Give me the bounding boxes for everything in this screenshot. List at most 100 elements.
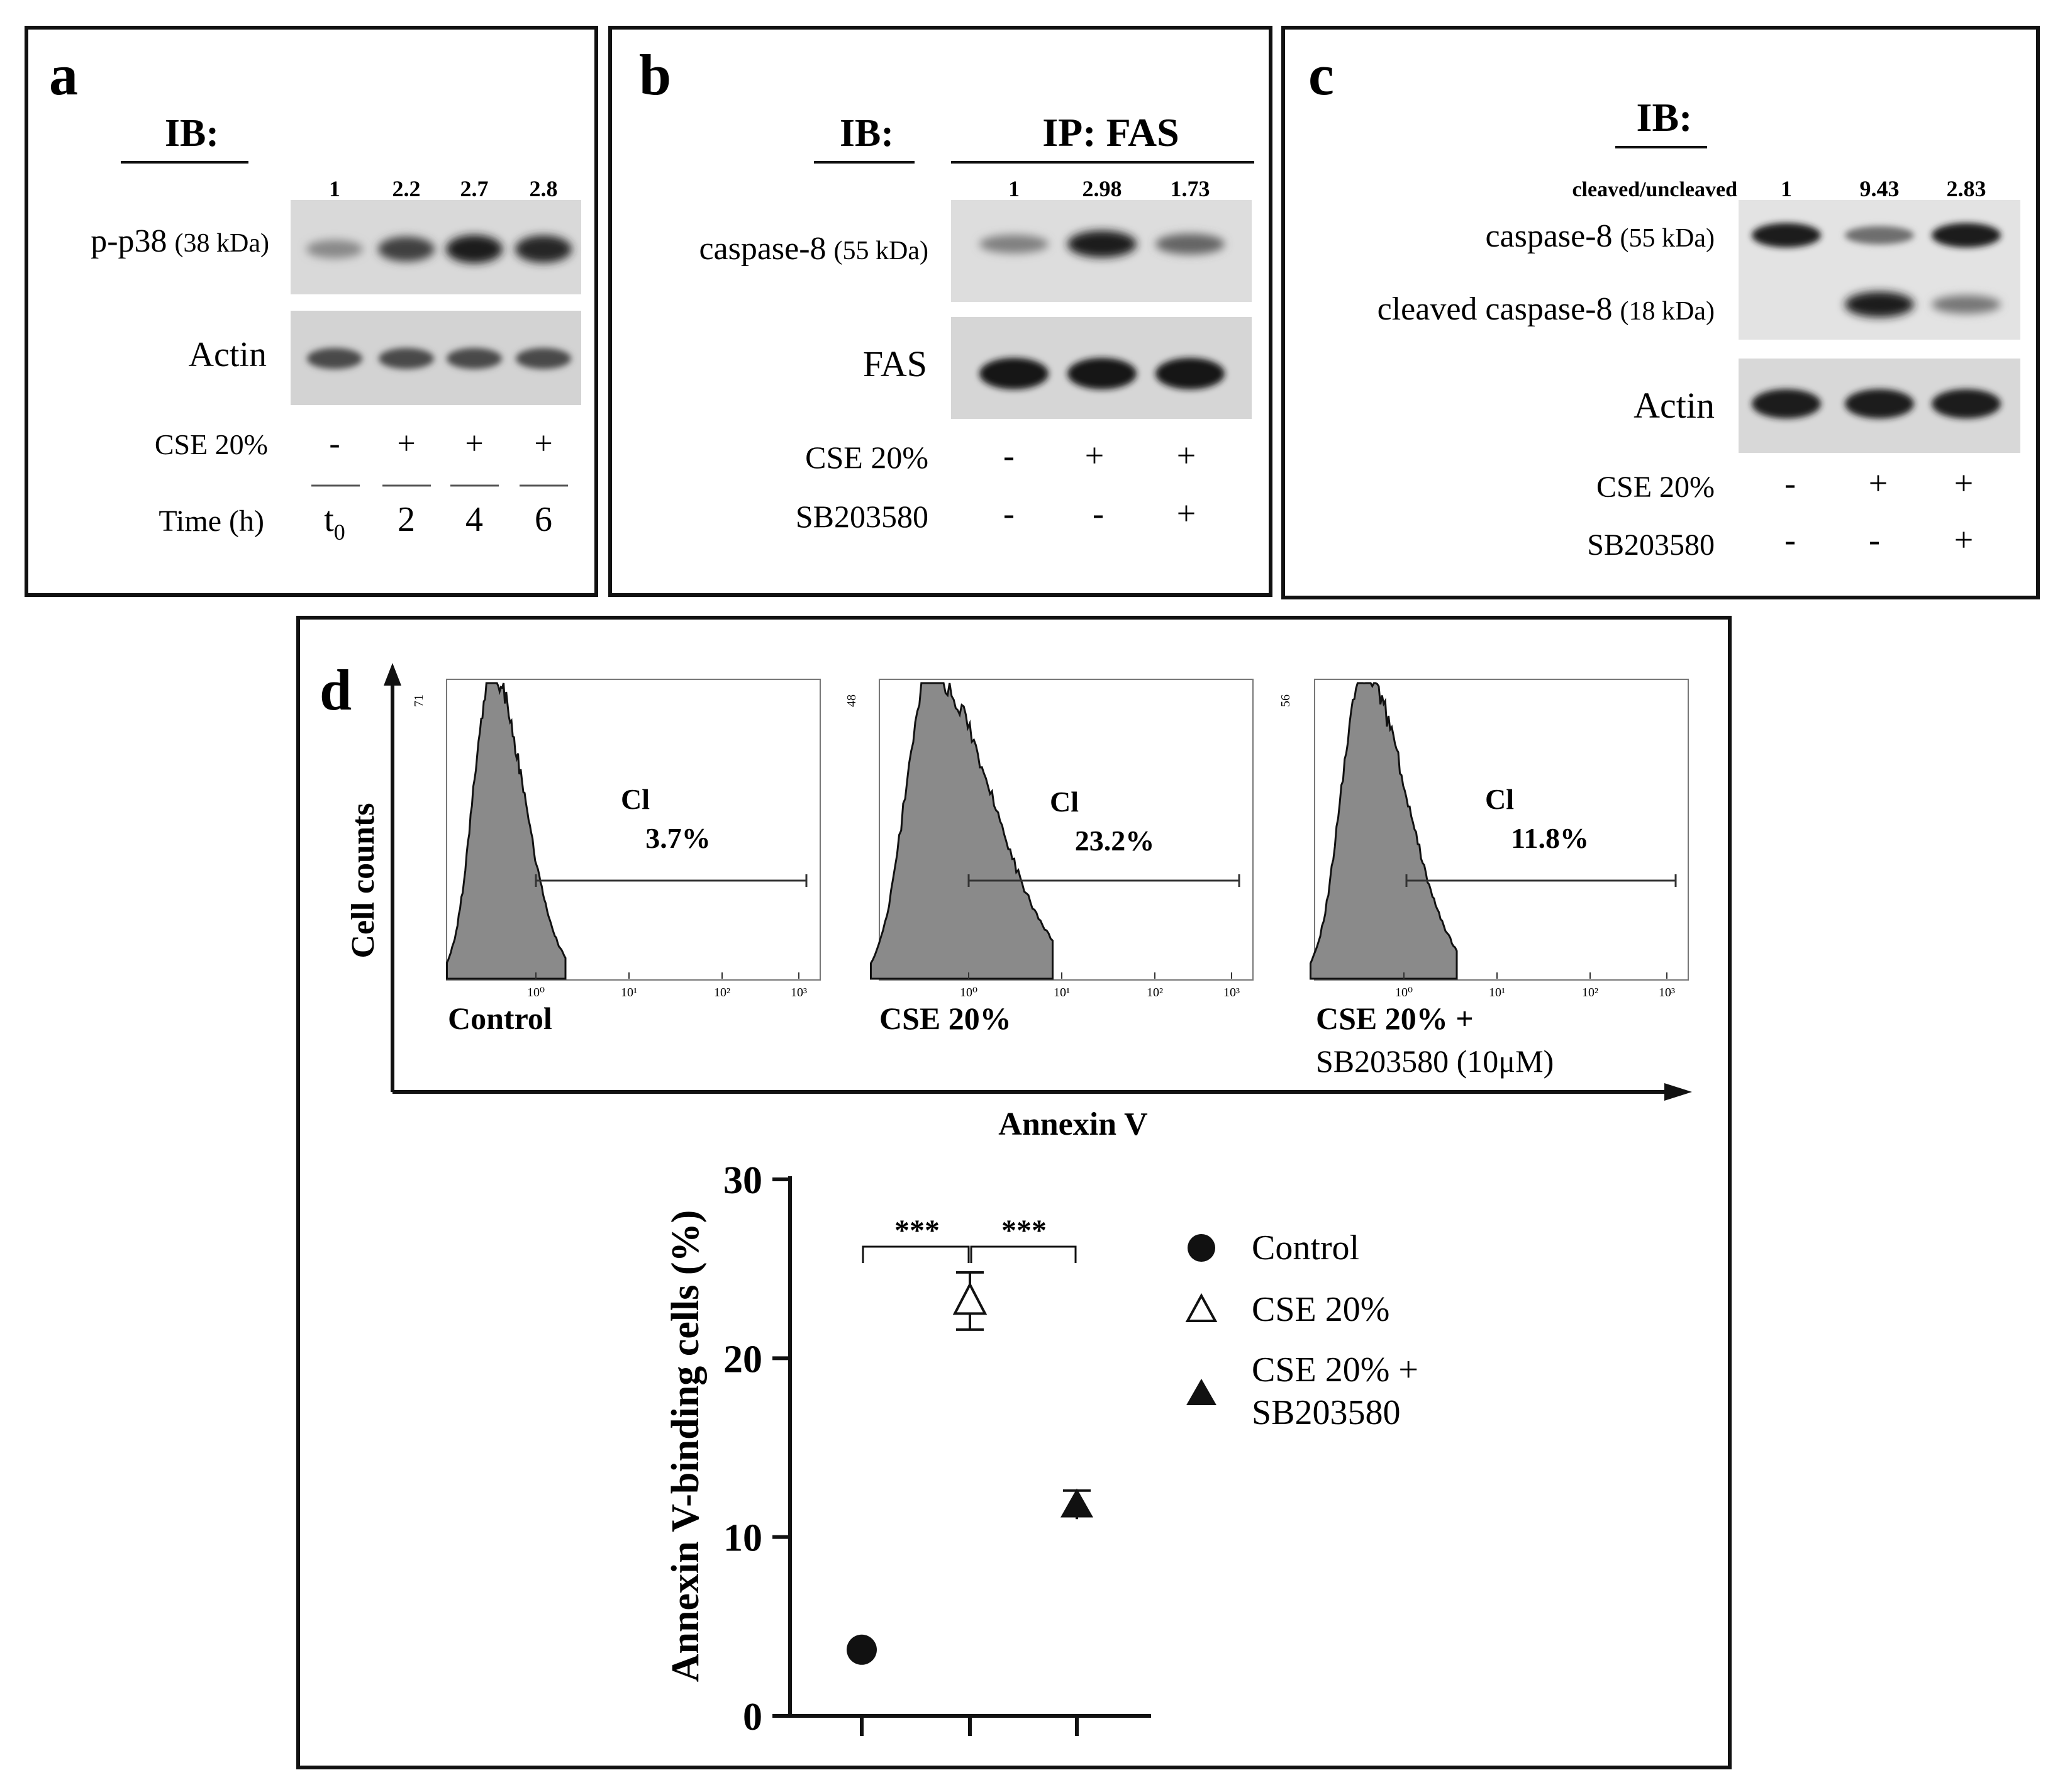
ratio-label: 1 [329, 176, 340, 201]
treatment-sign: + [1954, 521, 1973, 559]
treatment-sign: - [1784, 521, 1796, 559]
legend-label: CSE 20% [1252, 1290, 1389, 1329]
ratio-label: 2.7 [460, 176, 489, 201]
blot-band [1932, 389, 2001, 419]
time-value: 4 [465, 500, 483, 539]
flow-tick-label: 10⁰ [960, 986, 977, 999]
flow-tick-label: 10¹ [1054, 986, 1070, 999]
ratio-label: 2.98 [1083, 176, 1122, 201]
treatment-label-sb203580: SB203580 [796, 499, 928, 534]
band-row-actin-c [1752, 389, 2001, 419]
data-point-cse-sb [1060, 1488, 1093, 1518]
band-label-fas: FAS [863, 343, 927, 384]
ratio-label: 2.83 [1947, 176, 1986, 201]
blot-band [1845, 226, 1914, 245]
panel-b-frame [608, 26, 1272, 597]
blot-band [1932, 295, 2001, 314]
flow-tick-label: 10² [1147, 986, 1163, 999]
panel-c: c IB: cleaved/uncleaved 1 9.43 2.83 casp… [1281, 26, 2040, 599]
flow-panel-cse-sb: 56 Cl 11.8% 10⁰ 10¹ 10² 10³ CSE 20% + SB203… [1279, 679, 1689, 1079]
flow-panel-name: CSE 20% + [1316, 1001, 1474, 1036]
treatment-label-sb203580: SB203580 [1587, 528, 1715, 562]
flow-x-ticks: 10⁰ 10¹ 10² 10³ [1395, 972, 1675, 999]
panel-d-frame [296, 616, 1732, 1769]
panel-a-ratios: 1 2.2 2.7 2.8 [329, 176, 558, 201]
band-label-cleaved-caspase-8: cleaved caspase-8 (18 kDa) [1378, 291, 1715, 327]
flow-x-label: Annexin V [998, 1106, 1147, 1142]
panel-a-ib-header: IB: [165, 112, 219, 155]
chart-y-ticks: 0 10 20 30 [723, 1159, 790, 1739]
treatment-label-cse: CSE 20% [155, 428, 268, 460]
blot-band [1752, 389, 1821, 419]
ratio-label: 1.73 [1171, 176, 1210, 201]
treatment-sign: + [1177, 494, 1196, 532]
treatment-label-cse: CSE 20% [1596, 470, 1715, 504]
band-row-actin-a [307, 348, 571, 369]
histogram [870, 682, 1054, 980]
blot-band [1752, 223, 1821, 248]
histogram [446, 682, 567, 980]
treatment-sign: - [1869, 521, 1880, 559]
treatment-sign: + [1869, 464, 1888, 502]
blot-band [379, 348, 434, 369]
panel-c-ib-header: IB: [1637, 95, 1693, 140]
bracket-cse-vs-cse-sb [970, 1245, 1077, 1263]
chart-legend: Control CSE 20% CSE 20% + SB203580 [1185, 1228, 1418, 1432]
treatment-sign: + [465, 426, 483, 462]
gate-label: Cl [621, 783, 650, 815]
ratio-caption: cleaved/uncleaved [1572, 178, 1737, 201]
gate-percent: 3.7% [645, 822, 711, 854]
band-row-caspase-8-c [1752, 223, 2001, 248]
blot-caspase-8-c [1739, 200, 2020, 340]
data-point-cse [952, 1282, 988, 1315]
treatment-sign: - [329, 426, 340, 462]
flow-tick-label: 10⁰ [1395, 986, 1413, 999]
flow-x-axis-arrowhead [1664, 1083, 1692, 1101]
treatment-sign: + [534, 426, 552, 462]
significance-label: *** [1001, 1214, 1047, 1247]
blot-band [1932, 223, 2001, 248]
flow-panel-name: CSE 20% [879, 1001, 1011, 1036]
band-row-caspase-8-b [979, 230, 1225, 258]
treatment-sign: + [1177, 437, 1196, 474]
blot-band [1845, 389, 1914, 419]
panel-a-frame [25, 26, 598, 597]
flow-ymax: 48 [845, 694, 859, 707]
legend-marker-control [1188, 1234, 1215, 1262]
blot-band [1845, 291, 1914, 318]
time-value: t0 [324, 500, 345, 545]
treatment-sign: - [1003, 494, 1015, 532]
y-tick-label: 30 [723, 1159, 762, 1202]
data-point-control [847, 1634, 877, 1665]
blot-band [1067, 358, 1137, 389]
panel-d: d Cell counts Annexin V 71 Cl 3.7% 10⁰ 10… [296, 616, 1732, 1769]
blot-band [516, 348, 571, 369]
panel-a: a IB: 1 2.2 2.7 2.8 p-p38 (38 kDa) Actin … [25, 26, 598, 597]
flow-y-label: Cell counts [345, 803, 381, 959]
ratio-label: 1 [1008, 176, 1020, 201]
flow-plot-frame [879, 679, 1254, 981]
bracket-control-vs-cse [862, 1245, 970, 1263]
flow-ymax: 71 [412, 694, 426, 707]
flow-tick-label: 10⁰ [527, 986, 545, 999]
flow-tick-label: 10³ [1223, 986, 1240, 999]
gate-label: Cl [1485, 783, 1514, 815]
chart-points [847, 1271, 1093, 1665]
flow-ymax: 56 [1279, 694, 1293, 707]
panel-b: b IB: IP: FAS 1 2.98 1.73 caspase-8 (55 k… [608, 26, 1272, 597]
blot-band [446, 235, 503, 264]
flow-plot-frame [446, 679, 821, 981]
blot-band [1155, 358, 1225, 389]
flow-x-ticks: 10⁰ 10¹ 10² 10³ [527, 972, 807, 999]
legend-label: CSE 20% + [1252, 1350, 1418, 1389]
ratio-label: 2.2 [392, 176, 421, 201]
flow-panel-control: 71 Cl 3.7% 10⁰ 10¹ 10² 10³ Control [412, 679, 821, 1036]
legend-marker-cse [1185, 1293, 1218, 1322]
flow-panel-cse: 48 Cl 23.2% 10⁰ 10¹ 10² 10³ CSE 20% [845, 679, 1254, 1036]
panel-c-frame [1281, 26, 2040, 599]
gate-label: Cl [1050, 786, 1079, 818]
treatment-label-cse: CSE 20% [805, 440, 928, 475]
chart-x-ticks [860, 1716, 1079, 1736]
panel-b-ip-header: IP: FAS [1042, 110, 1179, 155]
time-value: 6 [535, 500, 552, 539]
